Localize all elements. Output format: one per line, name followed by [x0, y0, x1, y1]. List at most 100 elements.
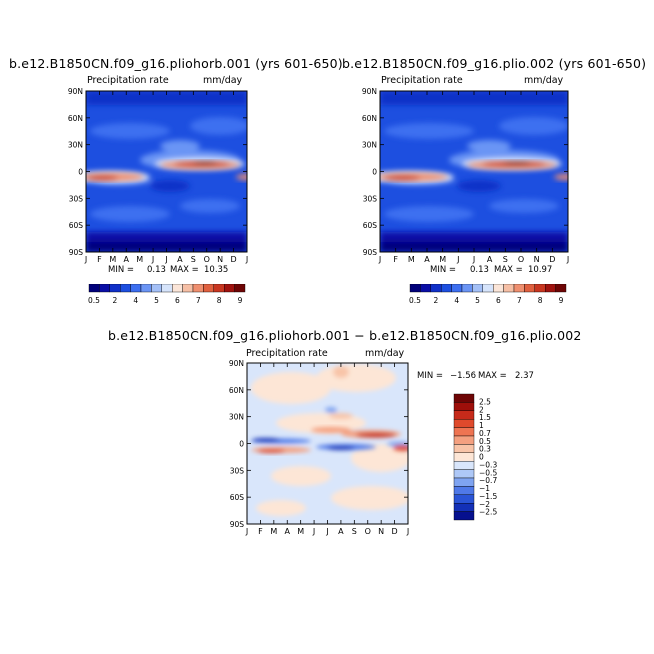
- panel1-colorbar-swatch: [140, 283, 152, 293]
- panel1-x-tick-label: S: [191, 255, 196, 264]
- panel2-x-tick-label: J: [456, 255, 459, 264]
- panel3-x-tick-label: A: [285, 527, 291, 536]
- panel1-x-tick-label: M: [109, 255, 116, 264]
- panel2-colorbar-label: 7: [517, 296, 522, 305]
- panel2-colorbar-label: 4: [454, 296, 459, 305]
- panel2-x-tick-label: F: [393, 255, 398, 264]
- panel3-x-tick-label: A: [338, 527, 344, 536]
- panel2-min-label: MIN =: [430, 265, 457, 275]
- panel2-units-label: mm/day: [524, 75, 564, 86]
- panel3-title: b.e12.B1850CN.f09_g16.pliohorb.001 − b.e…: [108, 328, 582, 343]
- panel3-colorbar-label: 1.5: [479, 413, 491, 422]
- panel2-x-tick-label: A: [487, 255, 493, 264]
- panel2-colorbar-swatch: [482, 283, 494, 293]
- panel1-x-tick-label: A: [124, 255, 130, 264]
- panel2-colorbar-swatch: [555, 283, 567, 293]
- panel2-y-tick-label: 60S: [363, 221, 378, 230]
- panel1-x-tick-label: M: [136, 255, 143, 264]
- panel2-y-tick-label: 0: [372, 168, 377, 177]
- panel2-max-value: 10.97: [528, 265, 553, 275]
- panel3-plot: J F M A M J J A S O N D J 90N 60N 30N 0 30S 60S 90S: [221, 358, 421, 546]
- panel1-colorbar: 0.5 2 4 5 6 7 8 9: [86, 283, 248, 308]
- panel1-x-tick-label: O: [204, 255, 210, 264]
- panel2-y-tick-label: 90S: [363, 248, 378, 257]
- panel2-x-tick-label: J: [378, 255, 381, 264]
- panel1-x-tick-label: J: [245, 255, 248, 264]
- panel3-colorbar-label: 1: [479, 421, 484, 430]
- panel2-colorbar-swatch: [420, 283, 431, 293]
- panel3-colorbar-swatch: [453, 444, 475, 454]
- panel3-colorbar-swatch: [453, 502, 475, 512]
- panel2-colorbar-swatch: [524, 283, 536, 293]
- panel1-colorbar-label: 7: [196, 296, 201, 305]
- panel1-title: b.e12.B1850CN.f09_g16.pliohorb.001 (yrs …: [9, 56, 343, 71]
- panel3-x-tick-label: M: [297, 527, 304, 536]
- panel2-colorbar: 0.5 2 4 5 6 7 8 9: [407, 283, 569, 308]
- panel2-x-tick-label: J: [472, 255, 475, 264]
- panel3-x-tick-label: O: [365, 527, 371, 536]
- panel2-variable-label: Precipitation rate: [381, 75, 463, 86]
- panel2-colorbar-label: 5: [475, 296, 480, 305]
- panel3-colorbar-swatch: [453, 460, 475, 470]
- panel2-colorbar-swatch: [461, 283, 473, 293]
- panel2-colorbar-swatch: [503, 283, 515, 293]
- panel1-colorbar-swatch: [88, 283, 100, 293]
- panel3-colorbar-swatch: [453, 402, 475, 411]
- panel3-x-tick-label: N: [378, 527, 384, 536]
- panel3-y-tick-label: 30S: [230, 466, 245, 475]
- panel3-colorbar-label: −0.5: [479, 468, 497, 477]
- panel3-x-tick-label: J: [312, 527, 315, 536]
- panel1-y-tick-label: 90S: [69, 248, 84, 257]
- panel3-max-label: MAX =: [478, 371, 507, 381]
- panel3-y-tick-label: 90S: [230, 520, 245, 529]
- panel3-colorbar-swatch: [453, 435, 475, 445]
- panel3-x-tick-label: D: [391, 527, 397, 536]
- panel1-min-label: MIN =: [108, 265, 135, 275]
- panel1-colorbar-swatch: [203, 283, 215, 293]
- panel2-x-tick-label: M: [408, 255, 415, 264]
- panel3-colorbar-swatch: [453, 469, 475, 479]
- panel1-colorbar-swatch: [120, 283, 131, 293]
- panel2-colorbar-label: 6: [496, 296, 501, 305]
- panel3-colorbar-swatch: [453, 393, 475, 403]
- panel3-colorbar-label: 0.3: [479, 445, 491, 454]
- panel2-max-label: MAX =: [494, 265, 523, 275]
- panel2-x-tick-label: M: [439, 255, 446, 264]
- panel1-colorbar-swatch: [223, 283, 235, 293]
- panel3-colorbar-label: −0.7: [479, 476, 497, 485]
- panel1-colorbar-swatch: [109, 283, 121, 293]
- panel1-y-tick-label: 30S: [69, 194, 84, 203]
- panel2-colorbar-swatch: [492, 283, 504, 293]
- panel3-min-value: −1.56: [450, 371, 477, 381]
- panel2-colorbar-swatch: [544, 283, 556, 293]
- panel1-colorbar-swatch: [234, 283, 246, 293]
- panel2-y-tick-label: 30S: [363, 194, 378, 203]
- panel2-colorbar-swatch: [409, 283, 421, 293]
- panel1-min-value: 0.13: [147, 265, 166, 275]
- panel1-colorbar-label: 9: [238, 296, 243, 305]
- panel3-colorbar-label: 0: [479, 453, 484, 462]
- panel1-y-tick-label: 60S: [69, 221, 84, 230]
- panel3-x-tick-label: F: [258, 527, 263, 536]
- panel2-colorbar-label: 9: [559, 296, 564, 305]
- panel1-y-tick-label: 30N: [68, 141, 83, 150]
- panel1-x-tick-label: F: [97, 255, 102, 264]
- panel1-colorbar-swatch: [151, 283, 163, 293]
- panel3-colorbar-swatch: [453, 486, 475, 496]
- panel3-x-tick-label: J: [406, 527, 409, 536]
- panel2-x-tick-label: S: [503, 255, 508, 264]
- panel3-colorbar-label: −2.5: [479, 508, 497, 517]
- panel2-colorbar-swatch: [451, 283, 463, 293]
- panel3-colorbar-swatch: [453, 410, 475, 420]
- panel1-colorbar-swatch: [213, 283, 225, 293]
- panel3-y-tick-label: 30N: [229, 413, 244, 422]
- panel1-units-label: mm/day: [203, 75, 243, 86]
- panel1-colorbar-swatch: [161, 283, 173, 293]
- panel3-colorbar-swatch: [453, 452, 475, 462]
- panel1-x-tick-label: J: [164, 255, 167, 264]
- panel3-x-tick-label: M: [270, 527, 277, 536]
- panel3-max-value: 2.37: [515, 371, 534, 381]
